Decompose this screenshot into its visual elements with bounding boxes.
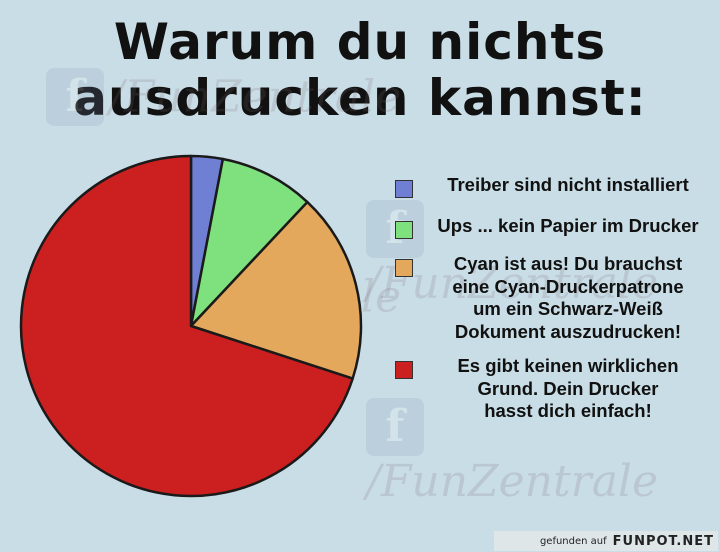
pie-slice-2 <box>189 157 309 328</box>
legend-label: Ups ... kein Papier im Drucker <box>423 215 713 238</box>
watermark: f /FunZentrale <box>366 398 720 507</box>
legend-label: Es gibt keinen wirklichen Grund. Dein Dru… <box>423 355 713 423</box>
watermark-text: /FunZentrale <box>366 456 659 507</box>
title-line-1: Warum du nichts <box>113 13 607 71</box>
pie-slice-3 <box>189 200 363 380</box>
pie-chart <box>19 154 363 498</box>
legend: Treiber sind nicht installiert Ups ... ke… <box>395 174 720 423</box>
facebook-icon: f <box>366 398 424 456</box>
legend-item: Es gibt keinen wirklichen Grund. Dein Dru… <box>395 355 720 423</box>
legend-label-line: Es gibt keinen wirklichen <box>457 355 679 376</box>
legend-swatch <box>395 259 413 277</box>
watermark: f /FunZentrale <box>366 200 720 309</box>
legend-label-line: Ups ... kein Papier im Drucker <box>437 215 699 236</box>
legend-label-line: um ein Schwarz-Weiß <box>473 298 663 319</box>
legend-label-line: Grund. Dein Drucker <box>477 377 659 399</box>
facebook-icon: f <box>46 68 104 126</box>
legend-label-line: Treiber sind nicht installiert <box>447 174 689 195</box>
legend-label-line: eine Cyan-Druckerpatrone <box>452 275 684 297</box>
watermark: f /FunZentrale <box>46 68 401 126</box>
facebook-icon: f <box>366 200 424 258</box>
pie-slice-4 <box>19 154 354 498</box>
legend-item: Treiber sind nicht installiert <box>395 174 720 198</box>
watermark-text: /FunZentrale <box>366 258 659 309</box>
chart-title: Warum du nichts ausdrucken kannst: <box>0 14 720 126</box>
legend-label-line: Cyan ist aus! Du brauchst <box>453 253 683 274</box>
legend-swatch <box>395 361 413 379</box>
footer-brand: FUNPOT.NET <box>612 533 714 549</box>
legend-swatch <box>395 221 413 239</box>
legend-label-line: hasst dich einfach! <box>484 400 652 421</box>
legend-item: Ups ... kein Papier im Drucker <box>395 215 720 239</box>
legend-item: Cyan ist aus! Du brauchst eine Cyan-Druck… <box>395 253 720 343</box>
title-line-2: ausdrucken kannst: <box>73 69 647 127</box>
footer: gefunden auf FUNPOT.NET <box>494 531 718 551</box>
legend-label: Treiber sind nicht installiert <box>423 174 713 197</box>
watermark-text: /FunZentrale <box>109 71 402 123</box>
legend-label: Cyan ist aus! Du brauchst eine Cyan-Druck… <box>423 253 713 343</box>
footer-prefix: gefunden auf <box>539 535 607 547</box>
legend-swatch <box>395 180 413 198</box>
legend-label-line: Dokument auszudrucken! <box>454 320 682 342</box>
